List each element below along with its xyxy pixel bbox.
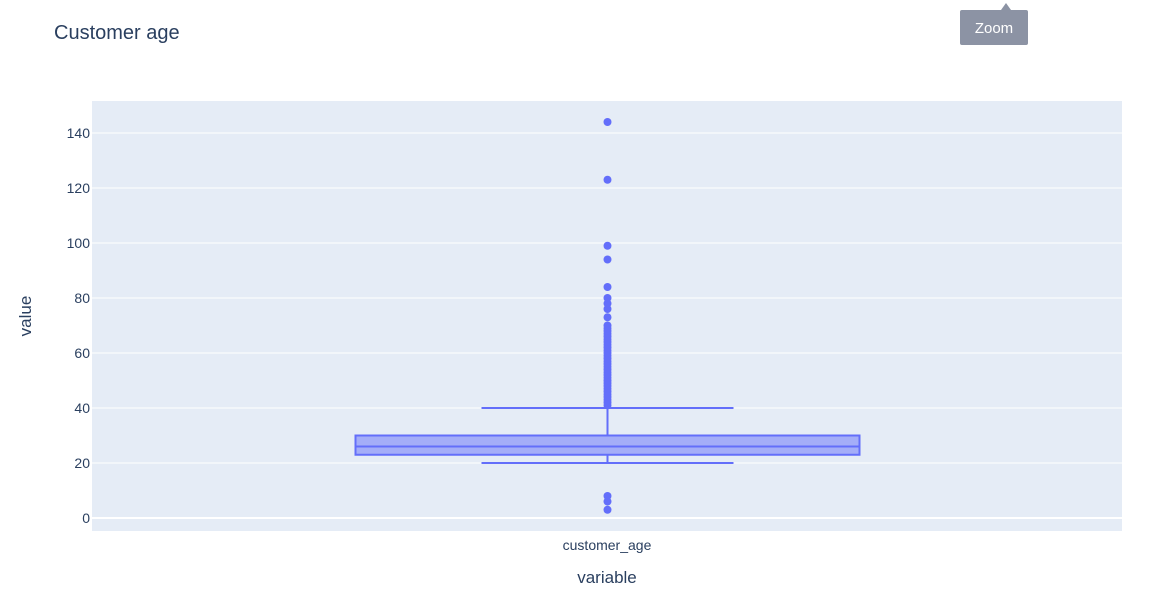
outlier-point[interactable] [603, 241, 612, 250]
tooltip-box [960, 10, 1028, 45]
outlier-point[interactable] [603, 321, 612, 330]
outlier-point[interactable] [603, 255, 612, 264]
outlier-point[interactable] [603, 283, 612, 291]
x-tick-label: customer_age [563, 537, 652, 553]
outlier-point[interactable] [603, 505, 612, 514]
y-axis-tick-labels: 0 20 40 60 80 100 120 140 [67, 125, 91, 526]
y-tick-label-40: 40 [74, 400, 90, 416]
y-tick-label-100: 100 [67, 235, 91, 251]
y-tick-label-140: 140 [67, 125, 91, 141]
y-axis-title: value [16, 296, 35, 337]
outlier-points[interactable] [603, 118, 612, 514]
outlier-point[interactable] [603, 175, 612, 184]
outlier-point[interactable] [603, 313, 612, 322]
tooltip-arrow [1001, 3, 1011, 10]
outlier-point[interactable] [603, 492, 612, 500]
y-tick-label-60: 60 [74, 345, 90, 361]
tooltip-label: Zoom [975, 20, 1013, 37]
outlier-point[interactable] [603, 497, 612, 506]
y-tick-label-0: 0 [82, 510, 90, 526]
y-tick-label-80: 80 [74, 290, 90, 306]
outlier-point[interactable] [603, 299, 612, 308]
y-tick-label-20: 20 [74, 455, 90, 471]
box-body[interactable] [354, 434, 861, 456]
x-axis-title: variable [577, 568, 637, 587]
outlier-point[interactable] [603, 294, 612, 302]
outlier-point[interactable] [603, 118, 612, 126]
chart-title: Customer age [54, 22, 180, 44]
y-tick-label-120: 120 [67, 180, 91, 196]
zoom-tooltip: Zoom [960, 3, 1028, 45]
outlier-point[interactable] [603, 305, 612, 313]
